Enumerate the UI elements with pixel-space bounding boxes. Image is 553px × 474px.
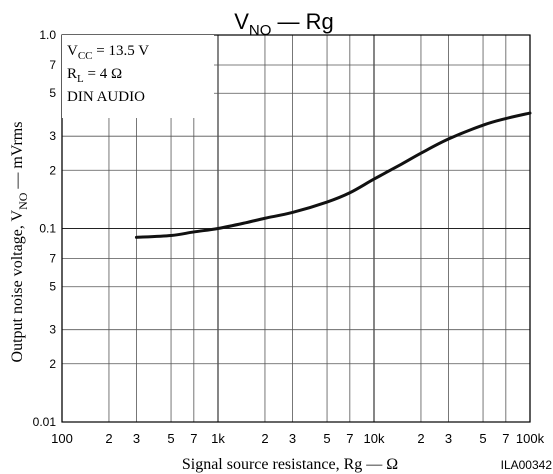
y-tick-label: 5 — [49, 280, 56, 294]
x-tick-labels: 100 2 3 5 7 1k 2 3 5 7 10k 2 3 5 7 100k — [51, 431, 544, 446]
x-tick-label: 2 — [261, 431, 268, 446]
plot-frame — [61, 34, 531, 423]
x-tick-label: 7 — [346, 431, 353, 446]
y-tick-label: 3 — [49, 323, 56, 337]
y-tick-label: 0.01 — [33, 415, 57, 429]
x-tick-label: 7 — [502, 431, 509, 446]
condition-vcc: VCC = 13.5 V — [67, 43, 149, 62]
x-tick-label: 7 — [190, 431, 197, 446]
figure-code-label: ILA00342 — [501, 458, 553, 472]
y-tick-label: 7 — [49, 251, 56, 265]
grid — [61, 34, 531, 423]
x-tick-label: 2 — [105, 431, 112, 446]
x-tick-label: 10k — [364, 431, 385, 446]
x-tick-label: 2 — [417, 431, 424, 446]
x-tick-label: 3 — [289, 431, 296, 446]
x-tick-label: 100k — [516, 431, 545, 446]
x-tick-label: 3 — [133, 431, 140, 446]
x-tick-label: 3 — [445, 431, 452, 446]
conditions-box: VCC = 13.5 V RL = 4 Ω DIN AUDIO — [62, 35, 214, 118]
x-tick-label: 1k — [211, 431, 225, 446]
y-tick-labels: 1.0 7 5 3 2 0.1 7 5 3 2 0.01 — [33, 28, 57, 429]
condition-rl: RL = 4 Ω — [67, 66, 122, 85]
x-tick-label: 5 — [167, 431, 174, 446]
chart-title: VNO — Rg — [234, 9, 334, 39]
x-tick-label: 100 — [51, 431, 73, 446]
y-tick-label: 3 — [49, 129, 56, 143]
condition-din-audio: DIN AUDIO — [67, 89, 145, 105]
y-axis-label: Output noise voltage, VNO — mVrms — [9, 122, 30, 363]
y-tick-label: 2 — [49, 357, 56, 371]
conditions-box-bg — [62, 35, 214, 118]
series-layer — [134, 111, 532, 239]
y-tick-label: 2 — [49, 163, 56, 177]
y-tick-label: 1.0 — [39, 28, 56, 42]
y-tick-label: 7 — [49, 58, 56, 72]
y-tick-label: 5 — [49, 86, 56, 100]
title-subscript: NO — [249, 22, 272, 39]
x-tick-label: 5 — [479, 431, 486, 446]
x-axis-label: Signal source resistance, Rg — Ω — [182, 456, 398, 473]
title-main: V — [234, 9, 249, 34]
x-tick-label: 5 — [323, 431, 330, 446]
series-line — [134, 111, 532, 239]
title-rest: — Rg — [271, 9, 333, 34]
y-tick-label: 0.1 — [39, 222, 56, 236]
